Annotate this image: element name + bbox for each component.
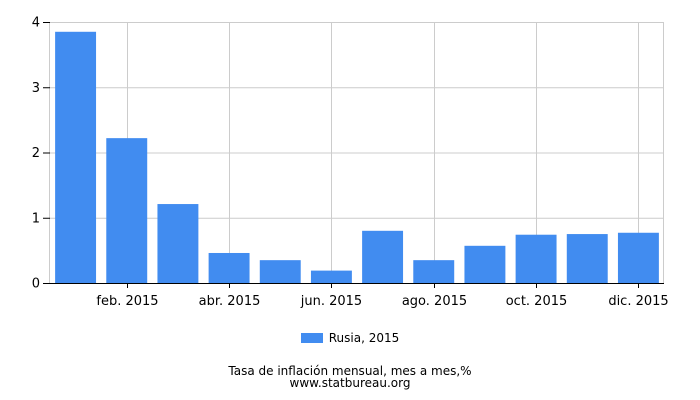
x-tick-label: abr. 2015	[199, 294, 261, 309]
bar-6	[310, 270, 352, 283]
bar-3	[157, 204, 199, 283]
y-tick-label: 0	[32, 277, 40, 292]
bar-12	[617, 232, 659, 283]
bar-5	[259, 260, 301, 283]
bar-4	[208, 252, 250, 283]
bar-9	[464, 245, 506, 283]
chart-title: Tasa de inflación mensual, mes a mes,%	[228, 364, 472, 378]
y-tick-label: 2	[32, 146, 40, 161]
source-link[interactable]: www.statbureau.org	[289, 376, 411, 390]
x-tick-label: oct. 2015	[506, 294, 568, 309]
y-tick-label: 1	[32, 211, 40, 226]
bar-8	[413, 260, 455, 283]
bar-chart: 0 1 2 3 4 feb. 2015 abr. 2015 jun. 2015 ago. 201…	[32, 16, 669, 310]
legend-swatch	[300, 333, 323, 343]
bar-11	[566, 234, 608, 283]
x-tick-label: feb. 2015	[96, 294, 158, 309]
bar-10	[515, 234, 557, 283]
x-tick-label: ago. 2015	[402, 294, 467, 309]
y-tick-label: 4	[32, 16, 40, 31]
bar-1	[55, 31, 97, 283]
legend-label: Rusia, 2015	[328, 331, 400, 345]
x-tick-label: jun. 2015	[300, 294, 362, 309]
legend: Rusia, 2015	[0, 331, 700, 345]
y-tick-label: 3	[32, 81, 40, 96]
bar-7	[362, 230, 404, 283]
x-tick-label: dic. 2015	[608, 294, 668, 309]
bar-2	[106, 138, 148, 283]
